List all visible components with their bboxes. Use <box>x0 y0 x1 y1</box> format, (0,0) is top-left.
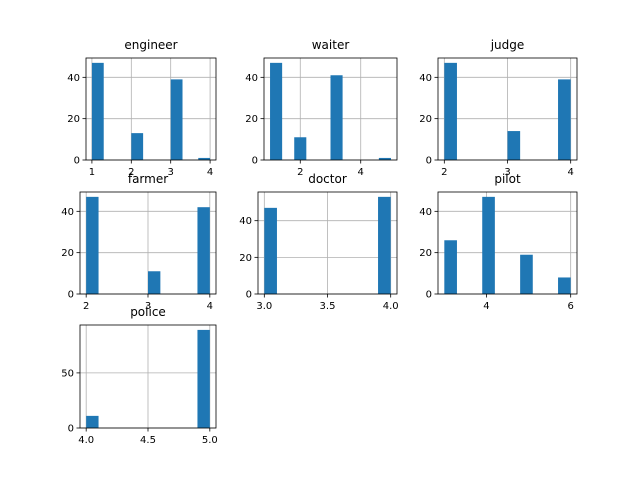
histogram-bar <box>170 79 183 160</box>
subplot-title: engineer <box>124 38 177 52</box>
x-tick-label: 2 <box>83 301 89 312</box>
axes-frame <box>85 57 217 161</box>
subplot-title: farmer <box>128 172 168 186</box>
y-tick-label: 20 <box>61 248 74 259</box>
x-tick-label: 2 <box>441 167 447 178</box>
x-tick-label: 3 <box>504 167 510 178</box>
histogram-bar <box>444 62 457 160</box>
histogram-bar <box>444 240 457 294</box>
histogram-bar <box>91 62 104 160</box>
y-tick-label: 20 <box>419 248 432 259</box>
x-tick-label: 3 <box>145 301 151 312</box>
subplot-police: 4.0 4.5 5.0 0 50 police <box>61 305 218 446</box>
histogram-bar <box>520 254 533 294</box>
x-tick-label: 1 <box>89 167 95 178</box>
subplot-pilot: 4 6 0 20 40 pilot <box>419 172 578 312</box>
y-tick-label: 40 <box>245 73 258 84</box>
x-tick-label: 3.0 <box>256 301 272 312</box>
subplot-title: judge <box>490 38 525 52</box>
x-tick-label: 6 <box>567 301 573 312</box>
histogram-bar <box>507 131 521 160</box>
y-tick-label: 0 <box>246 290 252 301</box>
x-tick-label: 4.5 <box>140 435 156 446</box>
histogram-bar <box>482 196 495 294</box>
histogram-bar <box>330 75 343 160</box>
histogram-bar <box>558 277 571 294</box>
y-tick-label: 0 <box>252 156 258 167</box>
y-tick-label: 0 <box>68 424 74 435</box>
histogram-bar <box>270 62 283 160</box>
x-tick-label: 4 <box>358 167 364 178</box>
histogram-bar <box>148 271 161 294</box>
y-tick-label: 40 <box>419 207 432 218</box>
axes-frame <box>437 191 578 295</box>
histogram-bar <box>131 133 144 160</box>
x-tick-label: 3 <box>168 167 174 178</box>
y-tick-label: 40 <box>67 73 80 84</box>
histogram-bar <box>558 79 571 160</box>
histogram-bar <box>197 329 210 428</box>
y-tick-label: 40 <box>61 207 74 218</box>
subplot-title: doctor <box>308 172 347 186</box>
subplot-doctor: 3.0 3.5 4.0 0 20 40 doctor <box>239 172 398 312</box>
x-tick-label: 2 <box>128 167 134 178</box>
histogram-bar <box>378 196 391 294</box>
histogram-bar <box>197 207 210 294</box>
y-tick-label: 20 <box>67 114 80 125</box>
y-tick-label: 0 <box>426 290 432 301</box>
x-tick-label: 2 <box>297 167 303 178</box>
histogram-bar <box>86 415 99 428</box>
axes-frame <box>263 57 398 161</box>
histogram-bar <box>86 196 99 294</box>
y-tick-label: 20 <box>239 253 252 264</box>
y-tick-label: 0 <box>74 156 80 167</box>
y-tick-label: 40 <box>239 216 252 227</box>
x-tick-label: 4 <box>207 301 213 312</box>
x-tick-label: 3.5 <box>320 301 336 312</box>
subplot-title: waiter <box>312 38 350 52</box>
histogram-bar <box>264 207 277 294</box>
subplot-title: police <box>130 305 166 319</box>
x-tick-label: 4.0 <box>78 435 94 446</box>
x-tick-label: 4 <box>483 301 489 312</box>
histogram-bar <box>294 137 307 160</box>
y-tick-label: 0 <box>68 290 74 301</box>
y-tick-label: 0 <box>426 156 432 167</box>
x-tick-label: 4.0 <box>383 301 399 312</box>
y-tick-label: 40 <box>419 73 432 84</box>
y-tick-label: 20 <box>419 114 432 125</box>
x-tick-label: 4 <box>207 167 213 178</box>
y-tick-label: 50 <box>61 368 74 379</box>
x-tick-label: 4 <box>567 167 573 178</box>
subplot-title: pilot <box>494 172 521 186</box>
histogram-bar <box>198 157 211 160</box>
histogram-bar <box>378 157 391 160</box>
y-tick-label: 20 <box>245 114 258 125</box>
x-tick-label: 5.0 <box>202 435 218 446</box>
